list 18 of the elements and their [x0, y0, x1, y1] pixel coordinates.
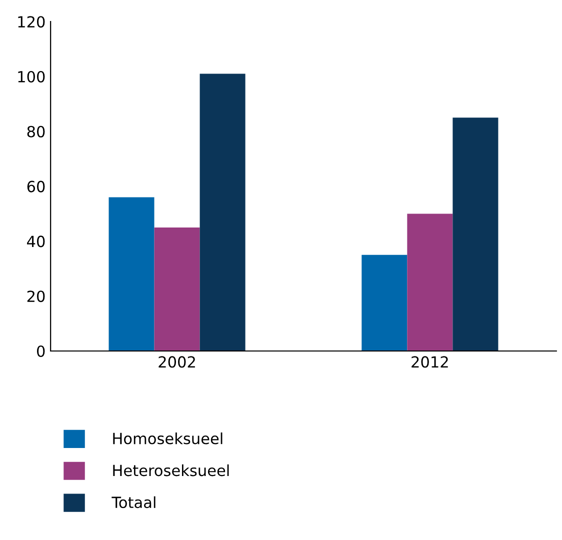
- legend-label: Heteroseksueel: [113, 464, 229, 476]
- y-tick-label: 80: [27, 126, 45, 138]
- bar: [407, 214, 453, 351]
- y-tick-label: 40: [27, 236, 45, 248]
- bar: [362, 254, 408, 351]
- legend-label: Totaal: [112, 496, 156, 508]
- bar: [108, 197, 154, 351]
- x-tick-label: 2012: [412, 356, 448, 368]
- bar: [200, 74, 246, 351]
- y-tick-label: 20: [27, 290, 45, 302]
- x-tick-label: 2002: [158, 356, 195, 368]
- y-tick-label: 60: [27, 180, 45, 192]
- legend-label: Homoseksueel: [113, 432, 222, 444]
- y-tick-label: 120: [18, 16, 45, 28]
- bar: [452, 118, 498, 351]
- y-tick-label: 0: [37, 345, 45, 358]
- y-tick-label: 100: [18, 70, 45, 83]
- bar: [154, 227, 200, 351]
